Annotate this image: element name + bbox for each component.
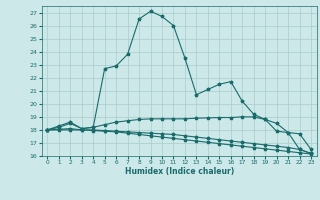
X-axis label: Humidex (Indice chaleur): Humidex (Indice chaleur) [124,167,234,176]
